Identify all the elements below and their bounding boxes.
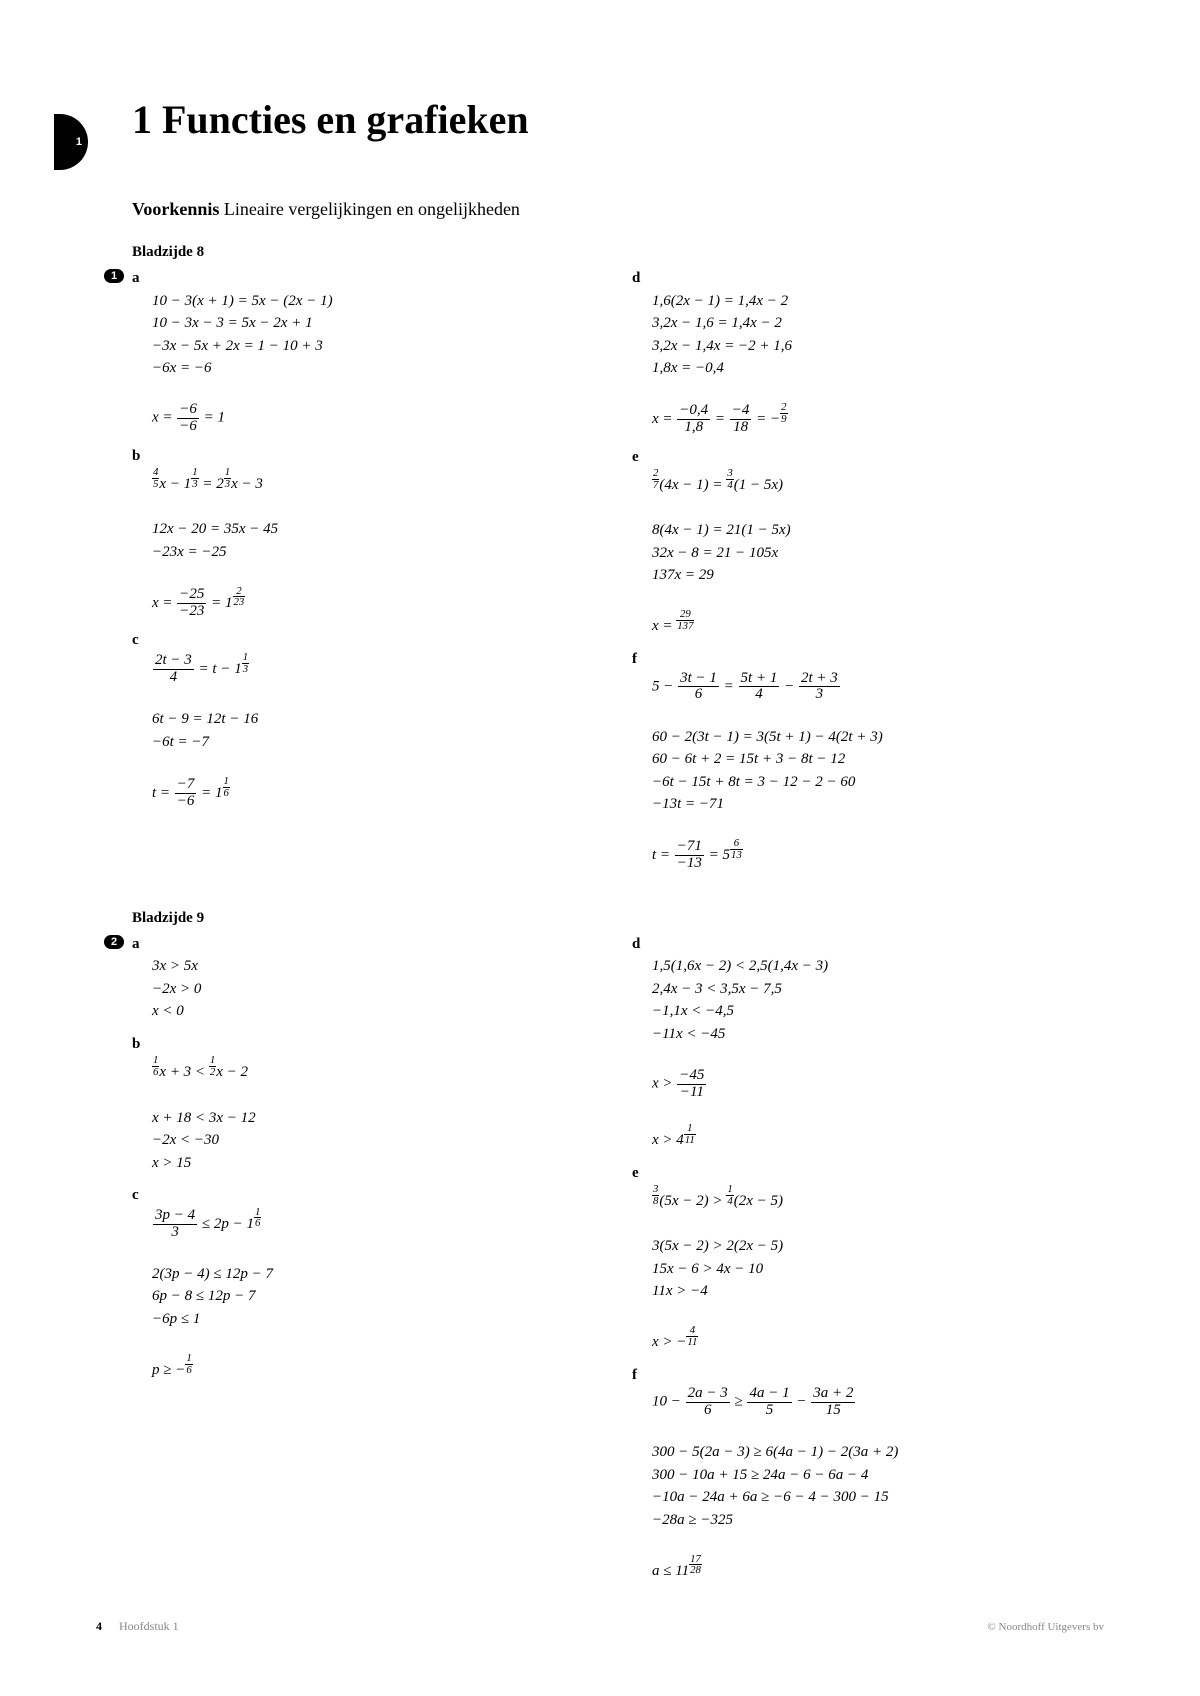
exercise-2-columns: a 3x > 5x −2x > 0 x < 0 b 16x + 3 < 12x …: [132, 933, 1092, 1592]
math-block: 5 − 3t − 16 = 5t + 14 − 2t + 33 60 − 2(3…: [652, 648, 883, 872]
exercise-1-columns: a 10 − 3(x + 1) = 5x − (2x − 1) 10 − 3x …: [132, 267, 1092, 882]
math-block: 1,6(2x − 1) = 1,4x − 2 3,2x − 1,6 = 1,4x…: [652, 267, 792, 436]
math-lines: 6t − 9 = 12t − 16 −6t = −7: [152, 711, 258, 750]
ex2-a: a 3x > 5x −2x > 0 x < 0: [132, 933, 592, 1023]
exercise-1: 1 a 10 − 3(x + 1) = 5x − (2x − 1) 10 − 3…: [132, 267, 1092, 882]
sub-letter: c: [132, 629, 152, 652]
page-number: 4: [96, 1619, 102, 1633]
section-rest: Lineaire vergelijkingen en ongelijkheden: [219, 199, 520, 219]
sub-letter: f: [632, 648, 652, 671]
exercise-1-col-right: d 1,6(2x − 1) = 1,4x − 2 3,2x − 1,6 = 1,…: [632, 267, 1092, 882]
sub-letter: a: [132, 933, 152, 956]
exercise-2-col-left: a 3x > 5x −2x > 0 x < 0 b 16x + 3 < 12x …: [132, 933, 592, 1592]
sub-letter: b: [132, 1033, 152, 1056]
page-content: 1 Functies en grafieken Voorkennis Linea…: [132, 96, 1092, 1620]
math-lines: 3x > 5x −2x > 0 x < 0: [152, 958, 201, 1019]
exercise-badge-2: 2: [104, 935, 124, 949]
chapter-tab: 1: [54, 114, 88, 170]
ex2-f: f 10 − 2a − 36 ≥ 4a − 15 − 3a + 215 300 …: [632, 1364, 1092, 1583]
math-block: 45x − 113 = 213x − 3 12x − 20 = 35x − 45…: [152, 445, 278, 620]
math-block: 10 − 3(x + 1) = 5x − (2x − 1) 10 − 3x − …: [152, 267, 333, 435]
sub-letter: d: [632, 267, 652, 290]
chapter-tab-number: 1: [76, 136, 82, 148]
sub-letter: b: [132, 445, 152, 468]
ex1-b: b 45x − 113 = 213x − 3 12x − 20 = 35x − …: [132, 445, 592, 620]
chapter-title: 1 Functies en grafieken: [132, 96, 1092, 143]
math-lines: 10 − 3(x + 1) = 5x − (2x − 1) 10 − 3x − …: [152, 293, 333, 377]
sub-letter: a: [132, 267, 152, 290]
ex1-f: f 5 − 3t − 16 = 5t + 14 − 2t + 33 60 − 2…: [632, 648, 1092, 872]
math-lines: 60 − 2(3t − 1) = 3(5t + 1) − 4(2t + 3) 6…: [652, 729, 883, 813]
math-block: 27(4x − 1) = 34(1 − 5x) 8(4x − 1) = 21(1…: [652, 446, 791, 638]
math-block: 3x > 5x −2x > 0 x < 0: [152, 933, 201, 1023]
exercise-1-col-left: a 10 − 3(x + 1) = 5x − (2x − 1) 10 − 3x …: [132, 267, 592, 882]
ex2-b: b 16x + 3 < 12x − 2 x + 18 < 3x − 12 −2x…: [132, 1033, 592, 1174]
section-bold: Voorkennis: [132, 199, 219, 219]
footer-chapter: Hoofdstuk 1: [119, 1619, 179, 1633]
section-heading: Voorkennis Lineaire vergelijkingen en on…: [132, 199, 1092, 220]
footer-left: 4 Hoofdstuk 1: [96, 1619, 179, 1634]
math-block: 2t − 34 = t − 113 6t − 9 = 12t − 16 −6t …: [152, 629, 258, 809]
math-block: 10 − 2a − 36 ≥ 4a − 15 − 3a + 215 300 − …: [652, 1364, 898, 1583]
ex1-c: c 2t − 34 = t − 113 6t − 9 = 12t − 16 −6…: [132, 629, 592, 809]
ex2-c: c 3p − 43 ≤ 2p − 116 2(3p − 4) ≤ 12p − 7…: [132, 1184, 592, 1381]
math-lines: 12x − 20 = 35x − 45 −23x = −25: [152, 521, 278, 560]
ex1-e: e 27(4x − 1) = 34(1 − 5x) 8(4x − 1) = 21…: [632, 446, 1092, 638]
page-ref-8: Bladzijde 8: [132, 244, 1092, 261]
ex2-e: e 38(5x − 2) > 14(2x − 5) 3(5x − 2) > 2(…: [632, 1162, 1092, 1354]
page-footer: 4 Hoofdstuk 1 © Noordhoff Uitgevers bv: [96, 1619, 1104, 1634]
sub-letter: e: [632, 446, 652, 469]
sub-letter: e: [632, 1162, 652, 1185]
math-lines: 8(4x − 1) = 21(1 − 5x) 32x − 8 = 21 − 10…: [652, 522, 791, 583]
math-block: 3p − 43 ≤ 2p − 116 2(3p − 4) ≤ 12p − 7 6…: [152, 1184, 273, 1381]
exercise-badge-1: 1: [104, 269, 124, 283]
math-block: 38(5x − 2) > 14(2x − 5) 3(5x − 2) > 2(2x…: [652, 1162, 783, 1354]
math-block: 1,5(1,6x − 2) < 2,5(1,4x − 3) 2,4x − 3 <…: [652, 933, 828, 1152]
ex1-a: a 10 − 3(x + 1) = 5x − (2x − 1) 10 − 3x …: [132, 267, 592, 435]
ex1-d: d 1,6(2x − 1) = 1,4x − 2 3,2x − 1,6 = 1,…: [632, 267, 1092, 436]
math-lines: 3(5x − 2) > 2(2x − 5) 15x − 6 > 4x − 10 …: [652, 1238, 783, 1299]
math-lines: 300 − 5(2a − 3) ≥ 6(4a − 1) − 2(3a + 2) …: [652, 1444, 898, 1528]
math-block: 16x + 3 < 12x − 2 x + 18 < 3x − 12 −2x <…: [152, 1033, 256, 1174]
exercise-2: 2 a 3x > 5x −2x > 0 x < 0 b 16x + 3 < 12…: [132, 933, 1092, 1592]
math-lines: 1,5(1,6x − 2) < 2,5(1,4x − 3) 2,4x − 3 <…: [652, 958, 828, 1042]
math-lines: x + 18 < 3x − 12 −2x < −30 x > 15: [152, 1110, 256, 1171]
sub-letter: f: [632, 1364, 652, 1387]
math-lines: 1,6(2x − 1) = 1,4x − 2 3,2x − 1,6 = 1,4x…: [652, 293, 792, 377]
page-ref-9: Bladzijde 9: [132, 910, 1092, 927]
math-lines: 2(3p − 4) ≤ 12p − 7 6p − 8 ≤ 12p − 7 −6p…: [152, 1266, 273, 1327]
sub-letter: d: [632, 933, 652, 956]
sub-letter: c: [132, 1184, 152, 1207]
footer-publisher: © Noordhoff Uitgevers bv: [987, 1621, 1104, 1633]
exercise-2-col-right: d 1,5(1,6x − 2) < 2,5(1,4x − 3) 2,4x − 3…: [632, 933, 1092, 1592]
ex2-d: d 1,5(1,6x − 2) < 2,5(1,4x − 3) 2,4x − 3…: [632, 933, 1092, 1152]
